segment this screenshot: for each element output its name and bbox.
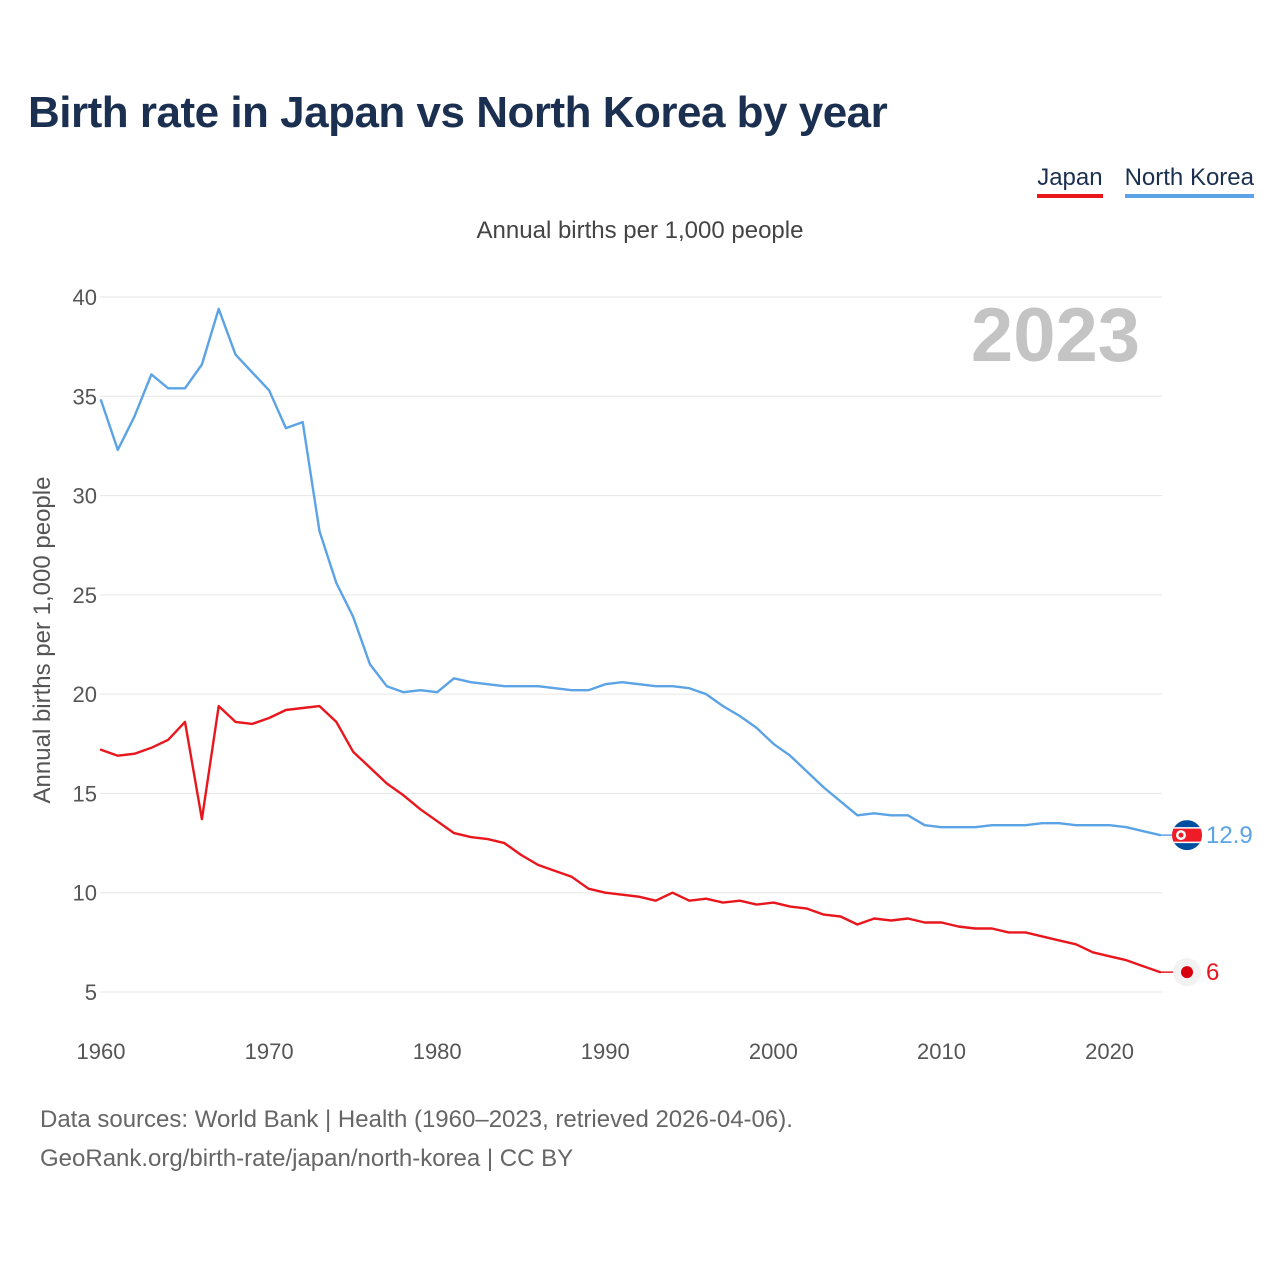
line-chart: 2023 5 10 15 20 25 30 35 40 1960 1970 1980 1990 200… bbox=[29, 285, 1253, 1064]
y-axis-label: Annual births per 1,000 people bbox=[29, 477, 56, 804]
y-tick-label: 5 bbox=[85, 980, 97, 1005]
x-tick-label: 1980 bbox=[413, 1039, 462, 1064]
chart-title: Birth rate in Japan vs North Korea by ye… bbox=[28, 88, 888, 137]
y-axis-ticks: 5 10 15 20 25 30 35 40 bbox=[73, 285, 97, 1005]
y-tick-label: 15 bbox=[73, 781, 97, 806]
y-tick-label: 35 bbox=[73, 384, 97, 409]
y-tick-label: 25 bbox=[73, 583, 97, 608]
legend: Japan North Korea bbox=[1037, 164, 1254, 198]
legend-item-japan[interactable]: Japan bbox=[1037, 164, 1103, 198]
end-markers: 12.96 bbox=[1160, 820, 1253, 987]
y-tick-label: 40 bbox=[73, 285, 97, 310]
chart-subtitle: Annual births per 1,000 people bbox=[476, 217, 804, 244]
x-axis-ticks: 1960 1970 1980 1990 2000 2010 2020 bbox=[77, 1039, 1135, 1064]
series-line-north-korea[interactable] bbox=[99, 307, 1162, 837]
x-tick-label: 2010 bbox=[917, 1039, 966, 1064]
y-tick-label: 30 bbox=[73, 484, 97, 509]
series-line-japan[interactable] bbox=[99, 704, 1162, 974]
footer-link[interactable]: GeoRank.org/birth-rate/japan/north-korea… bbox=[40, 1145, 574, 1172]
x-tick-label: 2000 bbox=[749, 1039, 798, 1064]
x-tick-label: 1960 bbox=[77, 1039, 126, 1064]
legend-item-north-korea[interactable]: North Korea bbox=[1124, 164, 1254, 198]
grid-lines bbox=[100, 296, 1162, 993]
footer-sources: Data sources: World Bank | Health (1960–… bbox=[40, 1106, 793, 1133]
y-tick-label: 20 bbox=[73, 682, 97, 707]
series-layer bbox=[99, 307, 1162, 974]
x-tick-label: 2020 bbox=[1085, 1039, 1134, 1064]
x-tick-label: 1970 bbox=[245, 1039, 294, 1064]
end-value-label-north-korea: 12.9 bbox=[1206, 822, 1253, 849]
north-korea-flag-icon bbox=[1172, 820, 1202, 851]
y-tick-label: 10 bbox=[73, 881, 97, 906]
end-value-label-japan: 6 bbox=[1206, 959, 1219, 986]
japan-flag-icon bbox=[1173, 958, 1201, 987]
year-watermark: 2023 bbox=[971, 293, 1140, 378]
x-tick-label: 1990 bbox=[581, 1039, 630, 1064]
